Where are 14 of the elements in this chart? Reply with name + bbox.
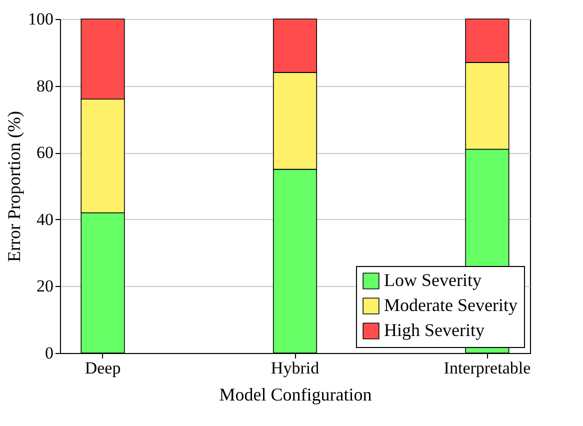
y-axis-title: Error Proportion (%) (4, 111, 24, 262)
x-tick-label: Hybrid (270, 358, 320, 378)
y-tick-label: 0 (45, 344, 54, 362)
x-axis-title: Model Configuration (219, 384, 372, 404)
y-tick-label: 60 (36, 143, 54, 162)
x-tick-label: Deep (84, 358, 121, 378)
legend-label: Moderate Severity (384, 295, 518, 315)
legend-label: Low Severity (384, 270, 482, 290)
x-tick-label: Interpretable (444, 358, 531, 378)
y-tick-label: 40 (36, 210, 54, 229)
y-tick-label: 20 (36, 276, 54, 296)
y-tick-label: 80 (36, 76, 54, 96)
legend-label: High Severity (384, 320, 484, 340)
y-tick-label: 100 (28, 10, 54, 28)
